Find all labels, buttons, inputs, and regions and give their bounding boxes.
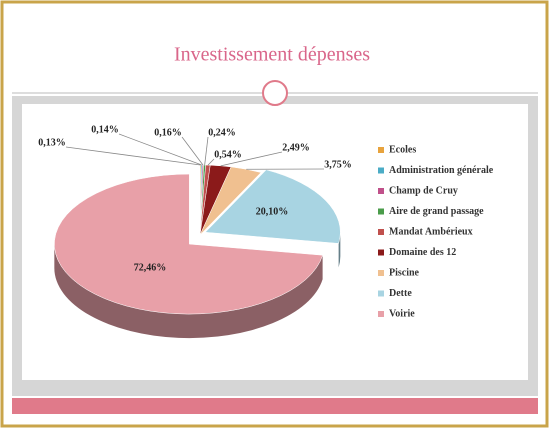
legend-marker <box>378 209 384 215</box>
legend-marker <box>378 311 384 317</box>
legend-marker <box>378 291 384 297</box>
data-label: 2,49% <box>282 142 310 153</box>
data-label: 0,13% <box>38 137 66 148</box>
legend-label: Champ de Cruy <box>389 185 458 196</box>
data-label: 20,10% <box>256 206 289 217</box>
data-label: 0,16% <box>154 127 182 138</box>
legend-label: Voirie <box>389 308 415 319</box>
data-label: 72,46% <box>134 262 167 273</box>
legend-label: Piscine <box>389 267 420 278</box>
legend-label: Ecoles <box>389 144 416 155</box>
data-label: 3,75% <box>324 159 352 170</box>
data-label: 0,54% <box>214 149 242 160</box>
legend-label: Aire de grand passage <box>389 206 484 217</box>
legend-marker <box>378 270 384 276</box>
divider-circle <box>263 81 287 105</box>
data-label: 0,24% <box>208 127 236 138</box>
legend-marker <box>378 147 384 153</box>
footer-band <box>12 398 538 414</box>
legend-label: Dette <box>389 288 412 299</box>
legend-label: Domaine des 12 <box>389 247 456 258</box>
legend-label: Mandat Ambérieux <box>389 226 473 237</box>
legend-marker <box>378 250 384 256</box>
legend-marker <box>378 229 384 235</box>
legend-marker <box>378 188 384 194</box>
chart-title: Investissement dépenses <box>174 44 370 66</box>
legend-marker <box>378 168 384 174</box>
data-label: 0,14% <box>91 124 119 135</box>
legend-label: Administration générale <box>389 165 494 176</box>
